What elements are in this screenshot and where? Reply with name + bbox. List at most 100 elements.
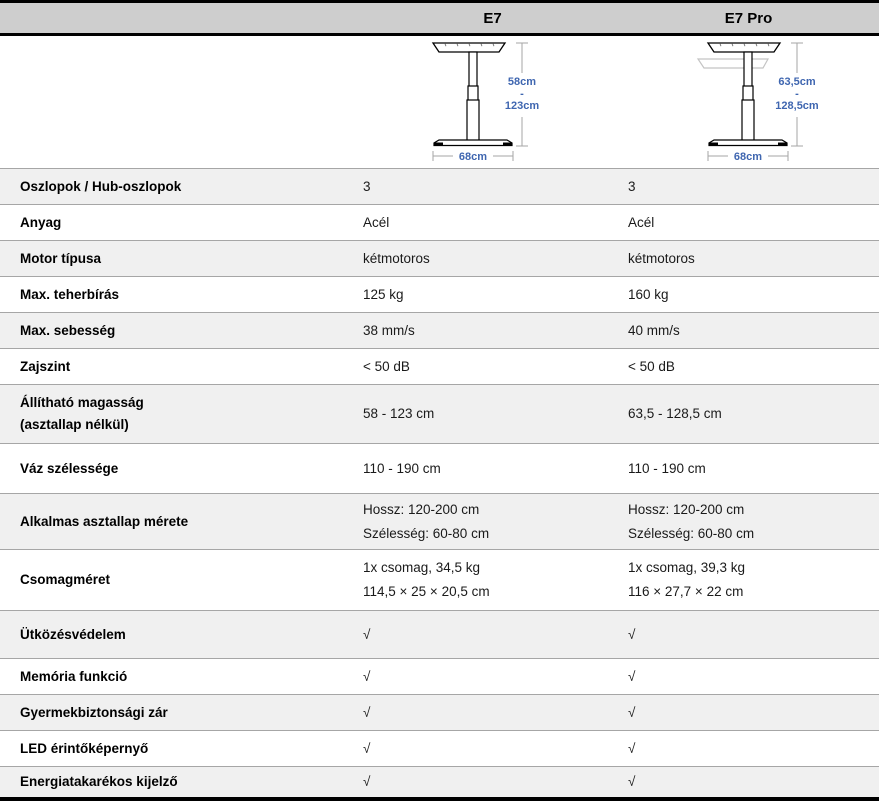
e7-value: 38 mm/s bbox=[363, 322, 415, 338]
spec-row-columns: Oszlopok / Hub-oszlopok 3 3 bbox=[0, 168, 879, 204]
checkmark-glyph: √ bbox=[628, 774, 636, 789]
row-label: LED érintőképernyő bbox=[20, 740, 149, 756]
desk-leg-column bbox=[466, 51, 480, 142]
row-label: Energiatakarékos kijelző bbox=[20, 774, 178, 789]
checkmark-glyph: √ bbox=[628, 626, 636, 642]
base-width-label: 68cm bbox=[459, 151, 487, 163]
spec-row-frame-width: Váz szélessége 110 - 190 cm 110 - 190 cm bbox=[0, 443, 879, 493]
e7pro-value: 110 - 190 cm bbox=[628, 460, 706, 476]
spec-row-package-size: Csomagméret 1x csomag, 34,5 kg 114,5 × 2… bbox=[0, 549, 879, 610]
spec-row-memory-function: Memória funkció √ √ bbox=[0, 658, 879, 694]
spec-row-noise-level: Zajszint < 50 dB < 50 dB bbox=[0, 348, 879, 384]
checkmark-glyph: √ bbox=[363, 704, 371, 720]
e7-value: Hossz: 120-200 cm Szélesség: 60-80 cm bbox=[363, 501, 490, 541]
illustration-row: 58cm - 123cm 68cm bbox=[0, 36, 879, 168]
e7pro-value: 160 kg bbox=[628, 286, 669, 302]
row-label: Állítható magasság (asztallap nélkül) bbox=[20, 395, 144, 432]
e7pro-checkmark: √ bbox=[628, 701, 879, 725]
height-dimension-line bbox=[516, 42, 528, 147]
foot-cap-right bbox=[503, 142, 512, 146]
height-range-max-label: 123cm bbox=[505, 100, 539, 112]
height-range-min-label: 58cm bbox=[508, 76, 536, 88]
checkmark-glyph: √ bbox=[628, 704, 636, 720]
height-range-dash: - bbox=[520, 88, 524, 100]
e7pro-value: Hossz: 120-200 cm Szélesség: 60-80 cm bbox=[628, 501, 755, 541]
row-label: Oszlopok / Hub-oszlopok bbox=[20, 178, 182, 194]
row-label: Motor típusa bbox=[20, 250, 101, 266]
desk-tabletop bbox=[431, 42, 507, 53]
width-dimension-line bbox=[707, 151, 789, 161]
height-range-max-label: 128,5cm bbox=[775, 100, 819, 112]
height-range-min-label: 63,5cm bbox=[778, 76, 816, 88]
e7-value: 125 kg bbox=[363, 286, 404, 302]
e7pro-desk-illustration: 63,5cm - 128,5cm 68cm bbox=[696, 42, 819, 163]
spec-row-max-load: Max. teherbírás 125 kg 160 kg bbox=[0, 276, 879, 312]
e7-value: 1x csomag, 34,5 kg 114,5 × 25 × 20,5 cm bbox=[363, 560, 490, 599]
e7pro-value: 3 bbox=[628, 178, 636, 194]
e7-checkmark: √ bbox=[363, 623, 628, 647]
base-width-label: 68cm bbox=[734, 151, 762, 163]
tabletop-holes bbox=[719, 43, 770, 47]
width-dimension-line bbox=[432, 151, 514, 161]
spec-row-collision-protection: Ütközésvédelem √ √ bbox=[0, 610, 879, 658]
spec-row-adjustable-height: Állítható magasság (asztallap nélkül) 58… bbox=[0, 384, 879, 443]
e7pro-value: 63,5 - 128,5 cm bbox=[628, 406, 722, 421]
e7-checkmark: √ bbox=[363, 665, 628, 689]
row-label: Alkalmas asztallap mérete bbox=[20, 513, 189, 529]
e7-checkmark: √ bbox=[363, 770, 628, 794]
spec-row-child-lock: Gyermekbiztonsági zár √ √ bbox=[0, 694, 879, 730]
e7-value: kétmotoros bbox=[363, 250, 430, 266]
desk-frame-drawing bbox=[431, 42, 513, 147]
row-label: Ütközésvédelem bbox=[20, 626, 126, 642]
checkmark-glyph: √ bbox=[363, 774, 371, 789]
e7-value: < 50 dB bbox=[363, 358, 410, 374]
column-header-e7: E7 bbox=[483, 9, 502, 27]
checkmark-glyph: √ bbox=[628, 668, 636, 684]
e7-value: 58 - 123 cm bbox=[363, 406, 435, 421]
e7pro-checkmark: √ bbox=[628, 623, 879, 647]
desk-foot bbox=[433, 139, 513, 147]
e7pro-checkmark: √ bbox=[628, 770, 879, 794]
desk-foot bbox=[708, 139, 788, 147]
e7-value: Acél bbox=[363, 214, 390, 230]
desk-leg-column bbox=[741, 51, 755, 142]
e7pro-value: kétmotoros bbox=[628, 250, 695, 266]
e7pro-checkmark: √ bbox=[628, 665, 879, 689]
row-label: Csomagméret bbox=[20, 572, 111, 587]
checkmark-glyph: √ bbox=[363, 740, 371, 756]
foot-cap-left bbox=[709, 142, 718, 146]
e7pro-value: 40 mm/s bbox=[628, 322, 680, 338]
row-label: Max. sebesség bbox=[20, 322, 116, 338]
e7-value: 3 bbox=[363, 178, 371, 194]
tabletop-holes bbox=[444, 43, 495, 47]
foot-cap-left bbox=[434, 142, 443, 146]
e7-desk-illustration: 58cm - 123cm 68cm bbox=[431, 42, 539, 163]
e7pro-value: Acél bbox=[628, 214, 655, 230]
e7-checkmark: √ bbox=[363, 737, 628, 761]
row-label: Gyermekbiztonsági zár bbox=[20, 704, 168, 720]
spec-row-motor-type: Motor típusa kétmotoros kétmotoros bbox=[0, 240, 879, 276]
table-header-row: E7 E7 Pro bbox=[0, 3, 879, 36]
foot-cap-right bbox=[778, 142, 787, 146]
row-label: Zajszint bbox=[20, 358, 71, 374]
e7pro-value: 1x csomag, 39,3 kg 116 × 27,7 × 22 cm bbox=[628, 560, 746, 599]
e7pro-checkmark: √ bbox=[628, 737, 879, 761]
checkmark-glyph: √ bbox=[363, 668, 371, 684]
e7pro-value: < 50 dB bbox=[628, 358, 675, 374]
desk-frame-drawing bbox=[696, 42, 788, 147]
spec-row-tabletop-size: Alkalmas asztallap mérete Hossz: 120-200… bbox=[0, 493, 879, 549]
height-dimension-line bbox=[791, 42, 803, 147]
ghost-tabletop bbox=[696, 58, 770, 69]
spec-row-max-speed: Max. sebesség 38 mm/s 40 mm/s bbox=[0, 312, 879, 348]
e7-value: 110 - 190 cm bbox=[363, 460, 441, 476]
spec-row-material: Anyag Acél Acél bbox=[0, 204, 879, 240]
column-header-e7pro: E7 Pro bbox=[724, 9, 773, 27]
row-label: Anyag bbox=[20, 214, 62, 230]
row-label: Memória funkció bbox=[20, 668, 128, 684]
e7-checkmark: √ bbox=[363, 701, 628, 725]
height-range-dash: - bbox=[795, 88, 799, 100]
row-label: Max. teherbírás bbox=[20, 286, 120, 302]
row-label: Váz szélessége bbox=[20, 460, 119, 476]
checkmark-glyph: √ bbox=[628, 740, 636, 756]
